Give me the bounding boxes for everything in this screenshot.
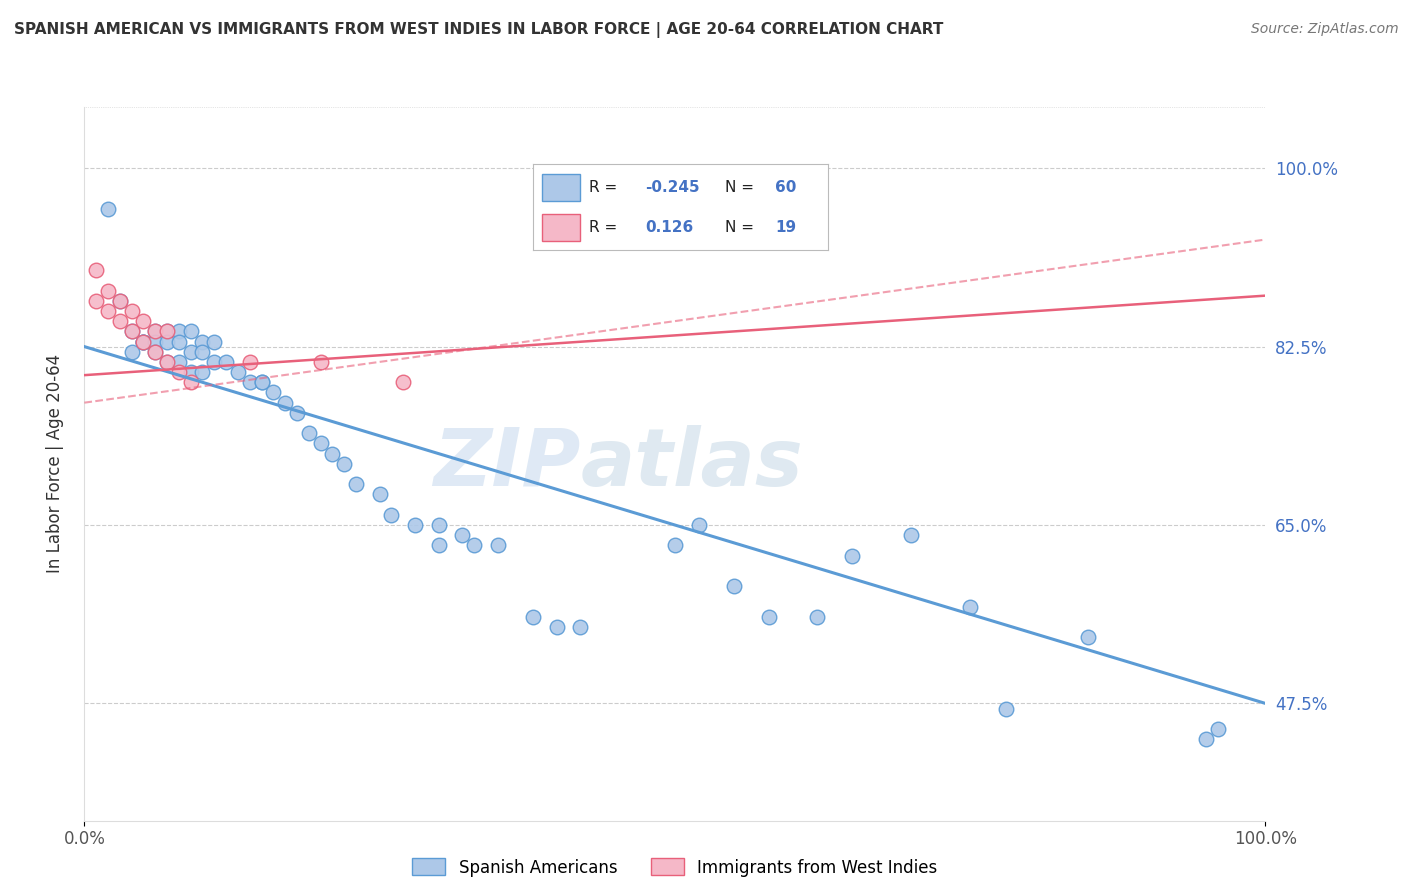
FancyBboxPatch shape	[541, 214, 581, 241]
Point	[758, 609, 780, 624]
Point	[191, 344, 214, 359]
Point	[392, 376, 415, 390]
Point	[180, 376, 202, 390]
Point	[108, 314, 131, 328]
Point	[132, 314, 155, 328]
Point	[156, 324, 179, 338]
Point	[451, 528, 474, 542]
Point	[309, 436, 332, 450]
Point	[180, 324, 202, 338]
Point	[143, 334, 166, 349]
Point	[143, 344, 166, 359]
Point	[1077, 630, 1099, 644]
Point	[97, 202, 120, 216]
Point	[156, 355, 179, 369]
Point	[298, 426, 321, 441]
Text: R =: R =	[589, 220, 617, 235]
Point	[121, 324, 143, 338]
Text: 19: 19	[775, 220, 796, 235]
Point	[262, 385, 284, 400]
Legend: Spanish Americans, Immigrants from West Indies: Spanish Americans, Immigrants from West …	[412, 858, 938, 877]
Point	[723, 579, 745, 593]
Text: N =: N =	[725, 220, 754, 235]
Point	[132, 334, 155, 349]
Point	[569, 620, 592, 634]
Text: Source: ZipAtlas.com: Source: ZipAtlas.com	[1251, 22, 1399, 37]
Point	[959, 599, 981, 614]
Point	[1195, 732, 1218, 747]
Point	[97, 284, 120, 298]
Point	[121, 344, 143, 359]
Point	[156, 355, 179, 369]
Point	[143, 324, 166, 338]
Point	[522, 609, 544, 624]
Text: 0.126: 0.126	[645, 220, 693, 235]
Point	[202, 334, 225, 349]
Point	[167, 365, 190, 379]
Point	[132, 334, 155, 349]
Point	[84, 293, 107, 308]
Point	[97, 304, 120, 318]
Point	[132, 334, 155, 349]
Point	[546, 620, 568, 634]
Text: -0.245: -0.245	[645, 180, 700, 194]
Text: ZIP: ZIP	[433, 425, 581, 503]
Point	[427, 538, 450, 552]
Point	[688, 518, 710, 533]
Point	[274, 395, 297, 409]
Point	[84, 263, 107, 277]
Point	[463, 538, 485, 552]
Point	[380, 508, 402, 522]
Point	[167, 334, 190, 349]
Point	[143, 344, 166, 359]
Point	[239, 355, 262, 369]
Point	[156, 334, 179, 349]
Text: R =: R =	[589, 180, 617, 194]
Point	[156, 324, 179, 338]
Point	[486, 538, 509, 552]
Point	[344, 477, 367, 491]
Point	[167, 355, 190, 369]
Point	[180, 365, 202, 379]
Point	[427, 518, 450, 533]
Point	[250, 376, 273, 390]
Point	[250, 376, 273, 390]
Point	[167, 324, 190, 338]
Point	[285, 406, 308, 420]
Point	[121, 324, 143, 338]
Point	[132, 334, 155, 349]
Point	[143, 324, 166, 338]
Point	[215, 355, 238, 369]
Point	[806, 609, 828, 624]
Point	[239, 376, 262, 390]
Point	[664, 538, 686, 552]
Point	[900, 528, 922, 542]
Text: 60: 60	[775, 180, 797, 194]
Point	[121, 304, 143, 318]
Text: SPANISH AMERICAN VS IMMIGRANTS FROM WEST INDIES IN LABOR FORCE | AGE 20-64 CORRE: SPANISH AMERICAN VS IMMIGRANTS FROM WEST…	[14, 22, 943, 38]
FancyBboxPatch shape	[541, 174, 581, 201]
Point	[309, 355, 332, 369]
Y-axis label: In Labor Force | Age 20-64: In Labor Force | Age 20-64	[45, 354, 63, 574]
Point	[994, 701, 1017, 715]
Point	[404, 518, 426, 533]
Point	[1206, 722, 1229, 736]
Point	[368, 487, 391, 501]
Point	[191, 334, 214, 349]
Point	[108, 293, 131, 308]
Point	[321, 447, 343, 461]
Text: atlas: atlas	[581, 425, 803, 503]
Point	[180, 344, 202, 359]
Point	[202, 355, 225, 369]
Point	[108, 293, 131, 308]
Point	[333, 457, 356, 471]
Point	[841, 549, 863, 563]
Text: N =: N =	[725, 180, 754, 194]
Point	[191, 365, 214, 379]
Point	[226, 365, 249, 379]
